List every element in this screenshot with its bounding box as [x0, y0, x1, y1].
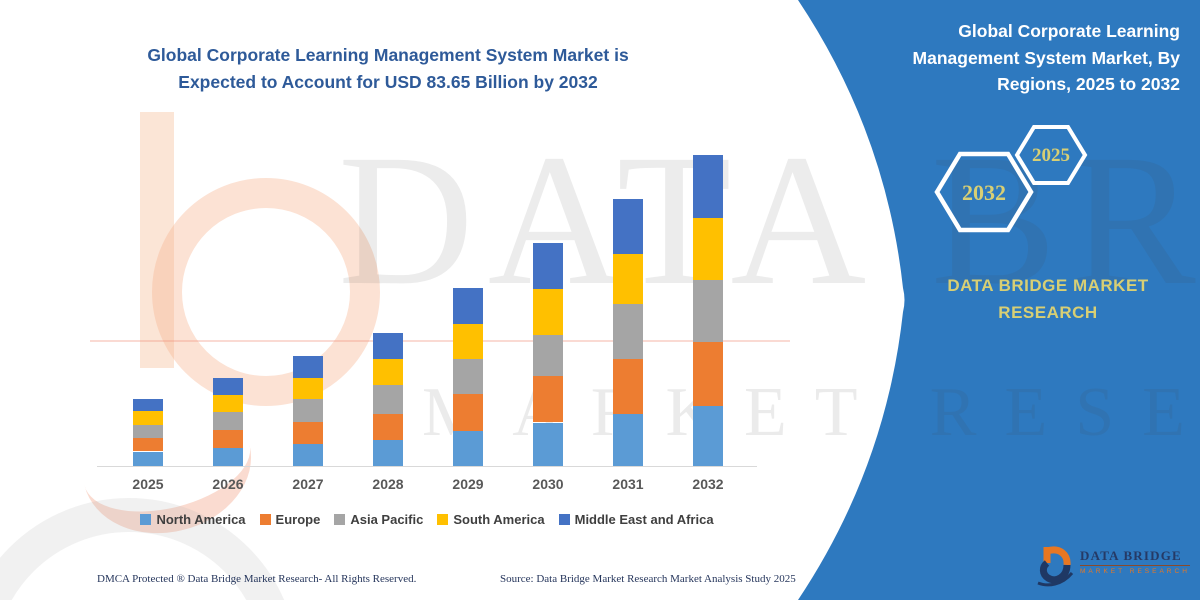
panel-title-line2: Management System Market, By [912, 47, 1180, 68]
bar-segment-north-america-2027 [293, 444, 323, 466]
brand-wordmark: DATA BRIDGE MARKET RESEARCH [898, 272, 1198, 326]
legend-marker-icon [259, 514, 271, 525]
legend-marker-icon [558, 514, 570, 525]
bar-segment-south-america-2027 [293, 377, 323, 400]
bar-segment-europe-2028 [373, 413, 403, 441]
panel-title-line1: Global Corporate Learning [958, 21, 1180, 41]
legend-label: South America [453, 512, 545, 527]
legend-marker-icon [437, 514, 449, 525]
x-axis-label-2030: 2030 [532, 476, 564, 492]
panel-title-line3: Regions, 2025 to 2032 [997, 74, 1180, 94]
bar-segment-middle-east-and-africa-2027 [293, 355, 323, 378]
legend-item-middle-east-and-africa: Middle East and Africa [558, 512, 714, 527]
chart-headline-line2: Expected to Account for USD 83.65 Billio… [178, 72, 598, 92]
dbmr-logo-subtitle: MARKET RESEARCH [1080, 568, 1190, 575]
x-axis-label-2031: 2031 [612, 476, 644, 492]
bar-segment-asia-pacific-2028 [373, 385, 403, 414]
bar-segment-south-america-2032 [693, 218, 723, 281]
bar-segment-south-america-2025 [133, 411, 163, 426]
brand-wordmark-line1: DATA BRIDGE MARKET [947, 276, 1149, 295]
bar-segment-south-america-2031 [613, 253, 643, 305]
legend-item-south-america: South America [437, 512, 545, 527]
dbmr-logo-name: DATA BRIDGE [1080, 548, 1190, 566]
dbmr-logo: DATA BRIDGE MARKET RESEARCH [1036, 545, 1190, 589]
x-axis-label-2028: 2028 [372, 476, 404, 492]
legend-label: Asia Pacific [350, 512, 424, 527]
legend-marker-icon [140, 514, 152, 525]
bar-segment-south-america-2026 [213, 394, 243, 413]
bar-segment-north-america-2030 [533, 422, 563, 466]
legend-label: Europe [275, 512, 321, 527]
bar-segment-europe-2025 [133, 438, 163, 452]
x-axis-label-2025: 2025 [132, 476, 164, 492]
legend-label: Middle East and Africa [574, 512, 714, 527]
bar-segment-asia-pacific-2026 [213, 412, 243, 430]
brand-wordmark-line2: RESEARCH [998, 303, 1098, 322]
bar-segment-europe-2027 [293, 422, 323, 445]
bar-segment-north-america-2031 [613, 414, 643, 466]
chart-legend: North America Europe Asia Pacific South Ame… [97, 512, 757, 527]
bar-segment-middle-east-and-africa-2028 [373, 332, 403, 360]
bar-segment-south-america-2030 [533, 289, 563, 336]
bar-segment-north-america-2032 [693, 405, 723, 466]
legend-marker-icon [334, 514, 346, 525]
bar-segment-middle-east-and-africa-2030 [533, 243, 563, 290]
dbmr-logo-mark-icon [1037, 546, 1074, 587]
source-note: Source: Data Bridge Market Research Mark… [500, 573, 796, 585]
bar-segment-north-america-2029 [453, 431, 483, 466]
x-axis-line [97, 466, 757, 467]
bar-segment-south-america-2029 [453, 324, 483, 359]
bar-segment-europe-2032 [693, 342, 723, 406]
hexagon-2025 [1014, 125, 1088, 185]
legend-label: North America [156, 512, 246, 527]
chart-headline: Global Corporate Learning Management Sys… [88, 42, 688, 96]
bar-segment-europe-2026 [213, 429, 243, 448]
x-axis-label-2032: 2032 [692, 476, 724, 492]
bar-segment-south-america-2028 [373, 359, 403, 386]
bar-segment-europe-2031 [613, 359, 643, 415]
bar-segment-middle-east-and-africa-2031 [613, 199, 643, 254]
bar-segment-north-america-2028 [373, 440, 403, 466]
dbmr-logo-text: DATA BRIDGE MARKET RESEARCH [1080, 548, 1190, 575]
bar-segment-middle-east-and-africa-2026 [213, 377, 243, 395]
legend-item-asia-pacific: Asia Pacific [334, 512, 423, 527]
bar-segment-asia-pacific-2031 [613, 304, 643, 360]
legend-item-europe: Europe [259, 512, 321, 527]
bar-segment-asia-pacific-2032 [693, 280, 723, 343]
bar-segment-middle-east-and-africa-2025 [133, 398, 163, 412]
hexagon-2032-label: 2032 [962, 180, 1006, 205]
legend-item-north-america: North America [140, 512, 246, 527]
bar-segment-europe-2030 [533, 376, 563, 423]
bar-segment-asia-pacific-2030 [533, 335, 563, 377]
bar-segment-asia-pacific-2027 [293, 399, 323, 423]
x-axis-label-2026: 2026 [212, 476, 244, 492]
hexagon-2032 [934, 151, 1034, 233]
bar-segment-asia-pacific-2025 [133, 425, 163, 439]
hexagon-2025-label: 2025 [1032, 145, 1070, 166]
bar-segment-north-america-2026 [213, 447, 243, 466]
bar-segment-europe-2029 [453, 393, 483, 432]
bar-segment-middle-east-and-africa-2032 [693, 155, 723, 219]
panel-title: Global Corporate Learning Management Sys… [850, 18, 1180, 98]
blue-panel-path [798, 0, 1200, 600]
chart-headline-line1: Global Corporate Learning Management Sys… [147, 45, 629, 65]
x-axis-label-2029: 2029 [452, 476, 484, 492]
bar-segment-asia-pacific-2029 [453, 358, 483, 394]
x-axis-label-2027: 2027 [292, 476, 324, 492]
bar-segment-middle-east-and-africa-2029 [453, 288, 483, 325]
bar-segment-north-america-2025 [133, 451, 163, 466]
year-hexagons [934, 125, 1088, 233]
dmca-notice: DMCA Protected ® Data Bridge Market Rese… [97, 573, 417, 585]
